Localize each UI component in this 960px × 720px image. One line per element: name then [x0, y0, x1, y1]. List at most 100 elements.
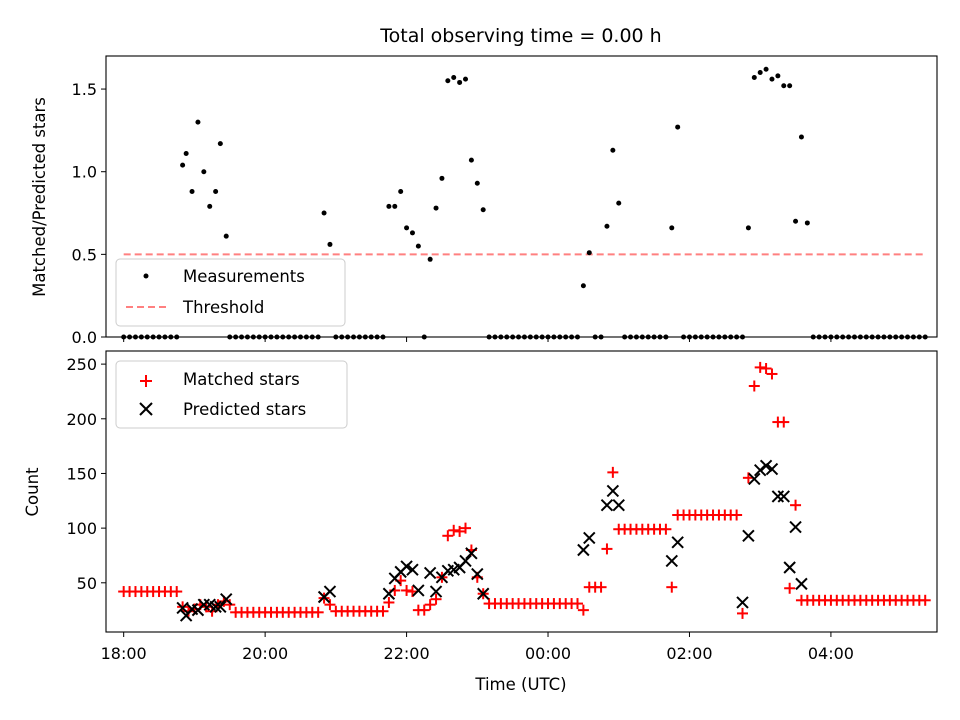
bottom-y-tick-label: 150 — [66, 464, 97, 483]
matched-star-point — [312, 606, 324, 618]
matched-star-point — [601, 543, 613, 555]
matched-star-point — [660, 523, 672, 535]
measurement-point — [804, 220, 810, 226]
matched-star-point — [748, 380, 760, 392]
bottom-y-axis-label: Count — [23, 467, 42, 517]
predicted-star-point — [214, 600, 227, 614]
measurement-point — [392, 203, 398, 209]
legend-predicted-marker — [139, 402, 153, 416]
predicted-star-point — [476, 587, 490, 600]
bottom-x-tick-label: 02:00 — [666, 644, 712, 663]
predicted-star-point — [323, 585, 337, 598]
measurement-point — [213, 189, 219, 195]
matched-star-point — [577, 604, 589, 616]
measurement-point — [604, 223, 610, 229]
legend-measurements-marker — [143, 273, 149, 279]
measurement-point — [757, 70, 763, 76]
bottom-plot-frame — [105, 350, 938, 633]
predicted-star-point — [583, 531, 596, 545]
predicted-star-point — [400, 560, 413, 573]
bottom-legend-box — [115, 360, 348, 429]
top-y-tick-label: 0.5 — [72, 245, 97, 264]
measurement-point — [217, 141, 223, 147]
top-y-axis-label: Matched/Predicted stars — [30, 97, 49, 297]
matched-star-point — [919, 594, 931, 606]
top-y-tick-label: 1.5 — [72, 80, 97, 99]
bottom-y-tick-label: 50 — [77, 574, 97, 593]
measurement-point — [463, 76, 469, 82]
predicted-star-point — [423, 566, 437, 580]
measurement-point — [207, 203, 213, 209]
legend-matched-label: Matched stars — [183, 370, 300, 389]
measurement-point — [439, 175, 445, 181]
predicted-star-point — [197, 598, 211, 611]
predicted-star-point — [606, 484, 620, 498]
measurement-point — [480, 207, 486, 213]
predicted-star-point — [736, 596, 749, 609]
measurement-point — [321, 210, 327, 216]
bottom-y-tick-label: 100 — [66, 519, 97, 538]
measurement-point — [669, 225, 675, 231]
predicted-star-point — [406, 563, 419, 576]
predicted-star-point — [429, 585, 443, 598]
measurement-point — [386, 203, 392, 209]
predicted-star-point — [765, 462, 779, 476]
measurement-point — [763, 66, 769, 72]
measurement-point — [616, 200, 622, 206]
top-plot-frame — [105, 55, 938, 338]
bottom-x-tick-label: 22:00 — [384, 644, 430, 663]
matched-star-point — [760, 362, 772, 374]
legend-matched-marker — [140, 375, 152, 387]
matched-star-point — [442, 530, 454, 542]
measurement-point — [769, 76, 775, 82]
matched-star-point — [324, 599, 336, 611]
top-y-tick-label: 0.0 — [72, 328, 97, 347]
measurement-point — [474, 180, 480, 186]
matched-star-point — [778, 416, 790, 428]
measurement-point — [189, 189, 195, 195]
matched-star-point — [418, 604, 430, 616]
bottom-plot: 50 100 150 200 250 18:00 20:00 22:00 00:00 02:00… — [23, 350, 938, 694]
matched-star-point — [383, 596, 395, 608]
predicted-star-point — [753, 463, 767, 477]
matched-star-point — [784, 582, 796, 594]
measurement-point — [409, 230, 415, 236]
top-y-ticks: 0.0 0.5 1.0 1.5 — [72, 80, 106, 347]
bottom-legend: Matched stars Predicted stars — [115, 360, 348, 429]
bottom-x-tick-label: 20:00 — [242, 644, 288, 663]
predicted-star-point — [577, 543, 590, 557]
measurement-point — [433, 205, 439, 211]
predicted-star-point — [412, 584, 425, 597]
predicted-star-point — [777, 490, 790, 503]
legend-measurements-label: Measurements — [183, 267, 305, 286]
measurement-point — [798, 134, 804, 140]
predicted-star-point — [465, 547, 478, 560]
measurement-point — [180, 162, 186, 168]
matched-star-point — [607, 466, 619, 478]
matched-star-point — [224, 599, 236, 611]
bottom-x-ticks: 18:00 20:00 22:00 00:00 02:00 04:00 — [101, 632, 854, 663]
measurement-point — [775, 73, 781, 79]
matched-star-point — [171, 586, 183, 598]
measurement-point — [398, 189, 404, 195]
measurement-point — [580, 283, 586, 289]
measurement-point — [751, 74, 757, 80]
top-legend: Measurements Threshold — [115, 258, 346, 327]
matched-star-point — [571, 598, 583, 610]
predicted-star-point — [795, 577, 808, 591]
measurement-point — [457, 79, 463, 85]
measurement-point — [427, 256, 433, 262]
matched-star-point — [754, 361, 766, 373]
predicted-star-point — [671, 536, 684, 549]
predicted-star-point — [209, 600, 222, 614]
matched-star-point — [595, 581, 607, 593]
predicted-star-point — [748, 472, 761, 486]
matched-star-point — [377, 605, 389, 617]
legend-threshold-label: Threshold — [182, 298, 264, 317]
measurement-point — [223, 233, 229, 239]
matched-star-point — [790, 499, 802, 511]
measurement-point — [445, 78, 451, 84]
predicted-star-point — [759, 459, 773, 473]
measurement-point — [793, 218, 799, 224]
